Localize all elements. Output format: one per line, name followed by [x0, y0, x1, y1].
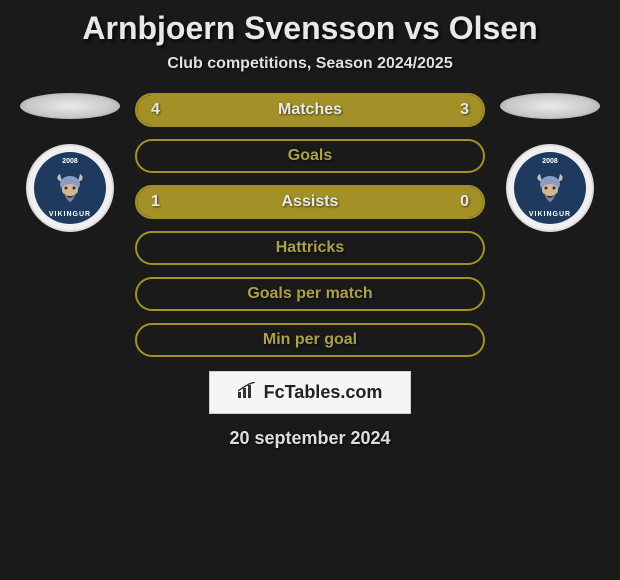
main-area: 2008 VIKINGUR — [0, 93, 620, 357]
stat-bar: Min per goal — [135, 323, 485, 357]
stat-bar: Matches4 3 — [135, 93, 485, 127]
stat-value-right: 0 — [460, 193, 469, 211]
stat-label: Matches — [137, 101, 483, 119]
branding-text: FcTables.com — [264, 382, 383, 403]
player-chip-left — [20, 93, 120, 119]
club-year-right: 2008 — [542, 158, 558, 165]
subtitle: Club competitions, Season 2024/2025 — [167, 55, 452, 73]
stat-value-right: 3 — [460, 101, 469, 119]
player-chip-right — [500, 93, 600, 119]
club-logo-inner-left: 2008 VIKINGUR — [34, 152, 106, 224]
branding-badge: FcTables.com — [209, 371, 412, 414]
stat-bar: Assists1 0 — [135, 185, 485, 219]
stat-value-left: 4 — [151, 101, 160, 119]
club-logo-right: 2008 VIKINGUR — [506, 144, 594, 232]
stat-label: Goals — [137, 147, 483, 165]
right-player-column: 2008 VIKINGUR — [500, 93, 600, 232]
club-logo-inner-right: 2008 VIKINGUR — [514, 152, 586, 224]
club-year-left: 2008 — [62, 158, 78, 165]
viking-icon-left — [50, 168, 90, 208]
stat-label: Goals per match — [137, 285, 483, 303]
stat-label: Hattricks — [137, 239, 483, 257]
stat-label: Assists — [137, 193, 483, 211]
comparison-infographic: Arnbjoern Svensson vs Olsen Club competi… — [0, 0, 620, 459]
stat-value-left: 1 — [151, 193, 160, 211]
page-title: Arnbjoern Svensson vs Olsen — [82, 10, 537, 47]
stat-bar: Hattricks — [135, 231, 485, 265]
date-text: 20 september 2024 — [229, 428, 390, 449]
left-player-column: 2008 VIKINGUR — [20, 93, 120, 232]
club-name-right: VIKINGUR — [529, 211, 571, 218]
viking-icon-right — [530, 168, 570, 208]
chart-icon — [238, 382, 258, 403]
stat-bar: Goals per match — [135, 277, 485, 311]
club-logo-left: 2008 VIKINGUR — [26, 144, 114, 232]
stats-bars: Matches4 3 Goals Assists1 0 Hattricks Goals pe… — [135, 93, 485, 357]
club-name-left: VIKINGUR — [49, 211, 91, 218]
stat-label: Min per goal — [137, 331, 483, 349]
stat-bar: Goals — [135, 139, 485, 173]
